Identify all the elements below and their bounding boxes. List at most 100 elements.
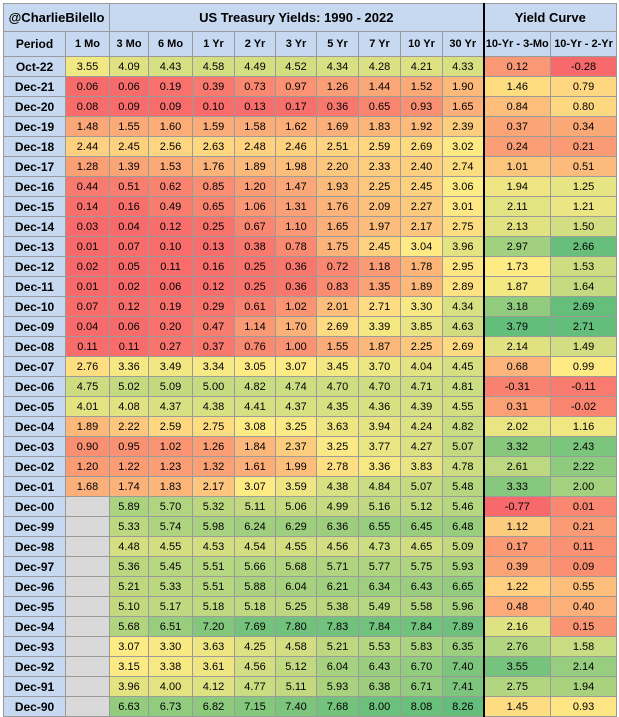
yield-cell-5-yr: 1.69 (316, 116, 360, 137)
yield-cell-3-mo: 3.36 (109, 356, 150, 377)
yield-cell-3-mo: 1.22 (109, 456, 150, 477)
yield-cell-6-mo: 2.59 (148, 416, 194, 437)
yield-cell-30-yr: 4.63 (442, 316, 485, 337)
yield-cell-1-mo (64, 596, 111, 617)
curve-cell-10-yr-2-yr: 0.01 (550, 496, 618, 517)
yield-cell-5-yr: 5.71 (316, 556, 360, 577)
yield-cell-6-mo: 1.02 (148, 436, 194, 457)
yield-cell-2-yr: 3.07 (234, 476, 277, 497)
curve-cell-10-yr-3-mo: 1.01 (482, 156, 552, 177)
curve-cell-10-yr-2-yr: 1.50 (550, 216, 618, 237)
period-cell: Dec-94 (3, 616, 66, 637)
yield-cell-6-mo: 5.70 (148, 496, 194, 517)
yield-cell-30-yr: 6.48 (442, 516, 485, 537)
curve-cell-10-yr-3-mo: 0.84 (482, 96, 552, 117)
curve-cell-10-yr-2-yr: 1.21 (550, 196, 618, 217)
yield-cell-2-yr: 3.08 (234, 416, 277, 437)
yield-cell-3-mo: 5.68 (109, 616, 150, 637)
yield-cell-1-mo: 4.75 (64, 376, 111, 397)
table-row: Dec-21 0.06 0.06 0.19 0.39 0.73 0.97 1.26 1.44 1.… (3, 76, 618, 97)
yield-cell-1-yr: 5.51 (192, 556, 236, 577)
yield-cell-10-yr: 3.83 (400, 456, 444, 477)
curve-cell-10-yr-3-mo: 0.31 (482, 396, 552, 417)
yield-cell-2-yr: 5.66 (234, 556, 277, 577)
period-cell: Dec-18 (3, 136, 66, 157)
yield-cell-5-yr: 2.01 (316, 296, 360, 317)
yield-cell-10-yr: 6.43 (400, 576, 444, 597)
curve-cell-10-yr-3-mo: 1.12 (482, 516, 552, 537)
table-row: Dec-99 5.33 5.74 5.98 6.24 6.29 6.36 6.55 6.45 6.… (3, 516, 618, 537)
yield-cell-5-yr: 4.56 (316, 536, 360, 557)
yield-cell-5-yr: 4.99 (316, 496, 360, 517)
yield-cell-1-mo: 2.76 (64, 356, 111, 377)
yield-cell-3-mo: 1.39 (109, 156, 150, 177)
curve-cell-10-yr-2-yr: 2.71 (550, 316, 618, 337)
curve-cell-10-yr-2-yr: 1.58 (550, 636, 618, 657)
table-row: Dec-07 2.76 3.36 3.49 3.34 3.05 3.07 3.45 3.70 4.… (3, 356, 618, 377)
curve-cell-10-yr-2-yr: 0.15 (550, 616, 618, 637)
yield-cell-7-yr: 1.18 (358, 256, 402, 277)
yield-cell-3-mo: 1.74 (109, 476, 150, 497)
table-row: Dec-15 0.14 0.16 0.49 0.65 1.06 1.31 1.76 2.09 2.… (3, 196, 618, 217)
yield-cell-30-yr: 8.26 (442, 696, 485, 717)
column-header-5-yr: 5 Yr (316, 31, 360, 57)
yield-cell-6-mo: 1.60 (148, 116, 194, 137)
table-row: Dec-03 0.90 0.95 1.02 1.26 1.84 2.37 3.25 3.77 4.… (3, 436, 618, 457)
yield-cell-30-yr: 3.02 (442, 136, 485, 157)
curve-cell-10-yr-2-yr: 2.66 (550, 236, 618, 257)
yield-cell-6-mo: 1.23 (148, 456, 194, 477)
yield-cell-2-yr: 1.58 (234, 116, 277, 137)
yield-cell-10-yr: 8.08 (400, 696, 444, 717)
yield-cell-7-yr: 3.77 (358, 436, 402, 457)
yield-cell-10-yr: 1.52 (400, 76, 444, 97)
curve-cell-10-yr-2-yr: 0.79 (550, 76, 618, 97)
yield-cell-6-mo: 5.33 (148, 576, 194, 597)
yield-cell-7-yr: 5.49 (358, 596, 402, 617)
yield-cell-3-mo: 4.08 (109, 396, 150, 417)
yield-cell-1-mo: 0.06 (64, 76, 111, 97)
yield-cell-7-yr: 1.87 (358, 336, 402, 357)
yield-cell-6-mo: 6.51 (148, 616, 194, 637)
yield-cell-3-yr: 2.37 (275, 436, 318, 457)
yield-cell-3-mo: 0.02 (109, 276, 150, 297)
period-cell: Dec-04 (3, 416, 66, 437)
table-row: Dec-06 4.75 5.02 5.09 5.00 4.82 4.74 4.70 4.70 4.… (3, 376, 618, 397)
yield-cell-6-mo: 0.19 (148, 296, 194, 317)
table-row: Dec-95 5.10 5.17 5.18 5.18 5.25 5.38 5.49 5.58 5.… (3, 596, 618, 617)
period-cell: Dec-20 (3, 96, 66, 117)
yield-cell-3-yr: 1.31 (275, 196, 318, 217)
yield-cell-7-yr: 3.70 (358, 356, 402, 377)
yield-cell-1-yr: 3.63 (192, 636, 236, 657)
table-row: Dec-14 0.03 0.04 0.12 0.25 0.67 1.10 1.65 1.97 2.… (3, 216, 618, 237)
yield-cell-1-yr: 5.32 (192, 496, 236, 517)
yield-cell-1-yr: 2.63 (192, 136, 236, 157)
yield-cell-3-yr: 0.17 (275, 96, 318, 117)
table-row: Dec-08 0.11 0.11 0.27 0.37 0.76 1.00 1.55 1.87 2.… (3, 336, 618, 357)
curve-cell-10-yr-3-mo: 2.76 (482, 636, 552, 657)
yield-cell-1-yr: 5.00 (192, 376, 236, 397)
yield-cell-6-mo: 2.56 (148, 136, 194, 157)
yield-cell-5-yr: 3.25 (316, 436, 360, 457)
period-cell: Dec-14 (3, 216, 66, 237)
curve-cell-10-yr-3-mo: 1.46 (482, 76, 552, 97)
yield-cell-3-mo: 0.06 (109, 76, 150, 97)
yield-cell-6-mo: 5.17 (148, 596, 194, 617)
yield-cell-1-mo: 1.48 (64, 116, 111, 137)
yield-cell-6-mo: 0.49 (148, 196, 194, 217)
table-row: Dec-97 5.36 5.45 5.51 5.66 5.68 5.71 5.77 5.75 5.… (3, 556, 618, 577)
yield-cell-3-yr: 3.25 (275, 416, 318, 437)
table-row: Dec-94 5.68 6.51 7.20 7.69 7.80 7.83 7.84 7.84 7.… (3, 616, 618, 637)
yield-cell-1-mo (64, 516, 111, 537)
curve-cell-10-yr-3-mo: 3.79 (482, 316, 552, 337)
table-row: Dec-98 4.48 4.55 4.53 4.54 4.55 4.56 4.73 4.65 5.… (3, 536, 618, 557)
yield-cell-30-yr: 4.34 (442, 296, 485, 317)
yield-cell-6-mo: 3.49 (148, 356, 194, 377)
yield-cell-3-yr: 1.70 (275, 316, 318, 337)
yield-cell-1-yr: 4.53 (192, 536, 236, 557)
table-row: Dec-00 5.89 5.70 5.32 5.11 5.06 4.99 5.16 5.12 5.… (3, 496, 618, 517)
yield-cell-3-yr: 5.06 (275, 496, 318, 517)
curve-cell-10-yr-2-yr: 2.43 (550, 436, 618, 457)
yield-cell-10-yr: 1.78 (400, 256, 444, 277)
yield-cell-7-yr: 7.84 (358, 616, 402, 637)
period-cell: Dec-19 (3, 116, 66, 137)
